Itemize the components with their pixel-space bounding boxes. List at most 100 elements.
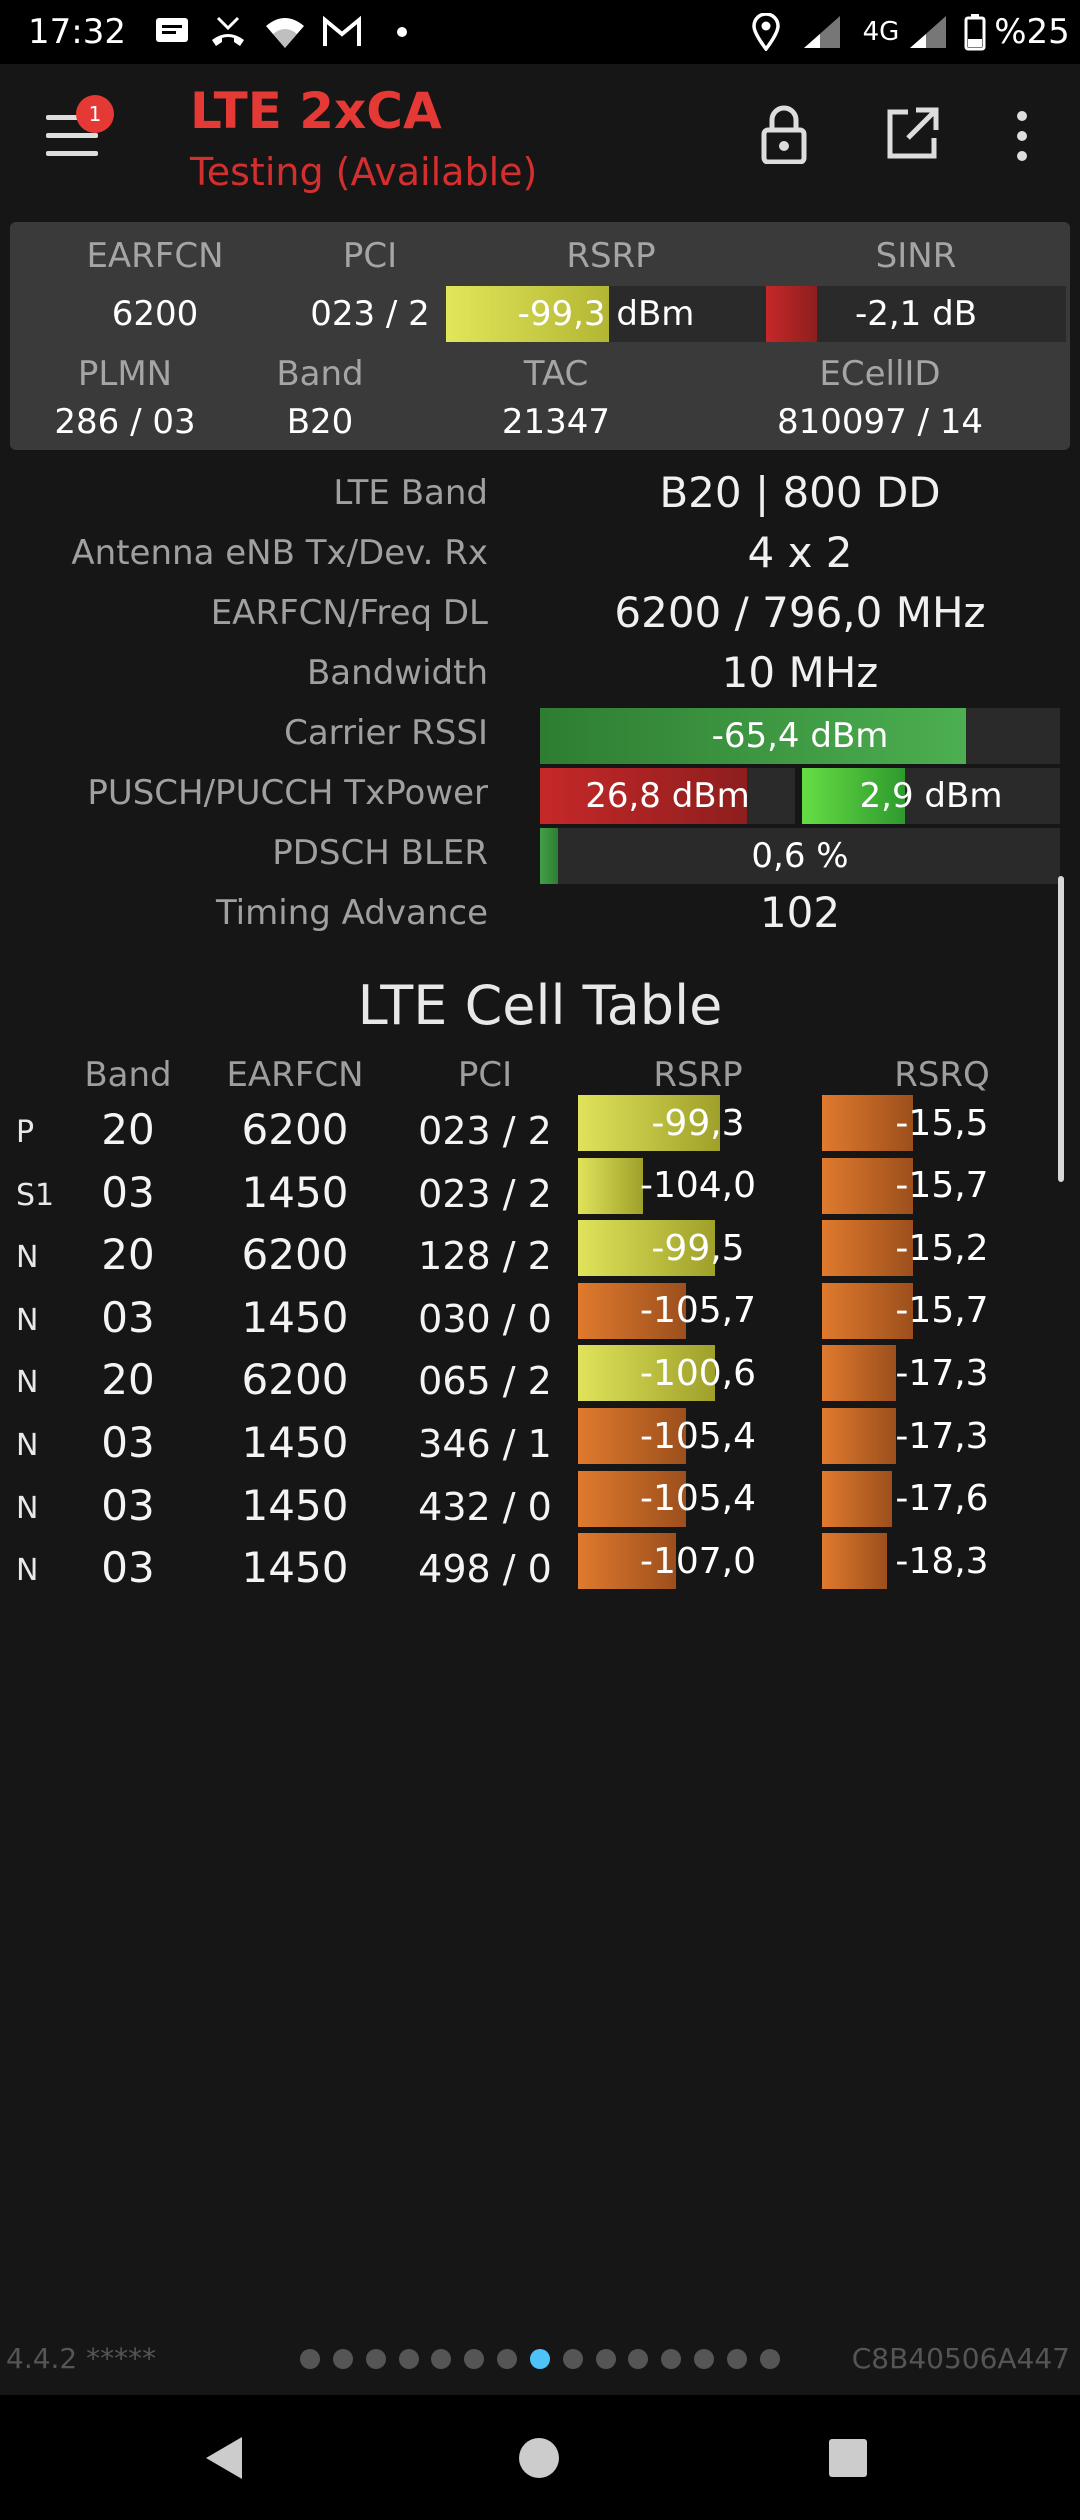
rsrq-bar-fill [822, 1157, 914, 1214]
rsrp-value: -105,7 [639, 1290, 757, 1332]
rsrq-value: -17,3 [895, 1415, 989, 1457]
cell-band: 03 [101, 1292, 155, 1342]
rsrp-bar: -104,0 [578, 1157, 818, 1214]
cell-earfcn: 1450 [241, 1292, 349, 1342]
page-dot[interactable] [332, 2349, 353, 2369]
cell-type: S1 [16, 1177, 55, 1213]
page-dot[interactable] [661, 2349, 682, 2369]
page-dot[interactable] [759, 2349, 780, 2369]
detail-label-bandwidth: Bandwidth [306, 653, 488, 693]
pusch-txpower-value: 26,8 dBm [585, 776, 750, 816]
rsrq-value: -15,2 [895, 1227, 989, 1269]
detail-value-timing-advance: 102 [759, 888, 841, 937]
carrier-rssi-bar: -65,4 dBm [540, 708, 1060, 764]
version-label: 4.4.2 ***** [6, 2342, 157, 2375]
rsrp-bar-fill [578, 1408, 686, 1464]
bar-fill [540, 708, 967, 764]
bler-bar: 0,6 % [540, 828, 1060, 884]
page-dot[interactable] [300, 2349, 320, 2369]
rsrp-bar: -105,7 [578, 1282, 818, 1339]
device-id-label: C8B40506A447 [851, 2342, 1070, 2375]
network-type: 4G [862, 17, 900, 47]
rsrq-value: -15,7 [895, 1165, 989, 1207]
rsrp-bar: -107,0 [578, 1533, 818, 1590]
rsrq-value: -15,7 [895, 1290, 989, 1332]
label-rsrp: RSRP [566, 236, 656, 276]
page-dot[interactable] [398, 2349, 419, 2369]
recents-icon[interactable] [827, 2437, 869, 2479]
value-band: B20 [286, 402, 354, 442]
menu-icon[interactable] [46, 115, 102, 159]
label-ecellid: ECellID [819, 354, 941, 394]
page-dot[interactable] [431, 2349, 452, 2369]
pusch-txpower-bar: 26,8 dBm [540, 768, 795, 824]
label-band: Band [276, 354, 364, 394]
rsrp-value: -107,0 [639, 1540, 757, 1582]
rsrq-bar: -18,3 [822, 1533, 1062, 1590]
status-time: 17:32 [28, 12, 126, 52]
rsrp-bar: -105,4 [578, 1408, 818, 1464]
page-dot[interactable] [529, 2349, 550, 2369]
page-dot[interactable] [464, 2349, 485, 2369]
rsrp-bar: -99,3 dBm [446, 286, 766, 342]
sinr-value: -2,1 dB [854, 294, 978, 334]
rsrq-value: -18,3 [895, 1540, 989, 1582]
page-dot[interactable] [365, 2349, 386, 2369]
rsrq-value: -15,5 [895, 1102, 989, 1144]
scrollbar[interactable] [1058, 876, 1064, 1182]
page-dot[interactable] [694, 2349, 715, 2369]
rsrp-value: -99,3 dBm [517, 294, 695, 334]
bar-fill [802, 768, 906, 824]
rsrp-bar-fill [578, 1282, 686, 1339]
detail-label-lte-band: LTE Band [333, 473, 488, 513]
open-external-icon[interactable] [884, 106, 940, 162]
rsrp-value: -99,3 [651, 1102, 745, 1144]
label-tac: TAC [523, 354, 589, 394]
rsrq-bar: -15,7 [822, 1157, 1062, 1214]
cell-table-title: LTE Cell Table [357, 974, 723, 1037]
col-header-rsrp: RSRP [653, 1055, 743, 1095]
cell-earfcn: 1450 [241, 1167, 349, 1217]
rsrq-value: -17,3 [895, 1352, 989, 1394]
more-options-icon[interactable] [1010, 108, 1034, 164]
label-plmn: PLMN [77, 354, 173, 394]
home-icon[interactable] [516, 2435, 562, 2481]
page-dot[interactable] [628, 2349, 649, 2369]
rsrp-value: -104,0 [639, 1165, 757, 1207]
col-header-band: Band [84, 1055, 172, 1095]
label-pci: PCI [342, 236, 398, 276]
cell-band: 03 [101, 1480, 155, 1530]
rsrq-bar: -17,3 [822, 1345, 1062, 1402]
cell-band: 20 [101, 1105, 155, 1154]
page-dot[interactable] [595, 2349, 616, 2369]
battery-percent: %25 [994, 12, 1070, 52]
cell-pci: 030 / 0 [418, 1296, 552, 1341]
page-indicator[interactable] [300, 2344, 780, 2374]
page-dot[interactable] [497, 2349, 518, 2369]
rsrq-bar-fill [822, 1282, 914, 1339]
app-bar [0, 64, 1080, 214]
lock-icon[interactable] [758, 104, 810, 165]
cell-earfcn: 1450 [241, 1418, 349, 1467]
back-icon[interactable] [200, 2433, 248, 2483]
page-dot[interactable] [726, 2349, 747, 2369]
cell-earfcn: 6200 [241, 1355, 349, 1405]
rsrq-bar-fill [822, 1220, 914, 1277]
pucch-txpower-value: 2,9 dBm [859, 776, 1003, 816]
cell-type: N [16, 1365, 39, 1401]
value-tac: 21347 [501, 402, 611, 442]
status-bar: 17:32 4G %25 [0, 0, 1080, 64]
detail-value-earfcn-freq: 6200 / 796,0 MHz [614, 588, 986, 637]
detail-label-carrier-rssi: Carrier RSSI [284, 713, 488, 753]
cell-pci: 023 / 2 [418, 1109, 552, 1153]
detail-value-bandwidth: 10 MHz [721, 648, 879, 697]
cell-type: N [16, 1490, 39, 1526]
cell-earfcn: 1450 [241, 1543, 349, 1593]
cell-pci: 023 / 2 [418, 1171, 552, 1216]
rsrq-bar: -15,2 [822, 1220, 1062, 1277]
value-earfcn: 6200 [111, 294, 199, 334]
cell-pci: 065 / 2 [418, 1359, 552, 1404]
rsrp-value: -105,4 [639, 1415, 757, 1457]
rsrq-bar-fill [822, 1470, 892, 1527]
page-dot[interactable] [562, 2349, 583, 2369]
